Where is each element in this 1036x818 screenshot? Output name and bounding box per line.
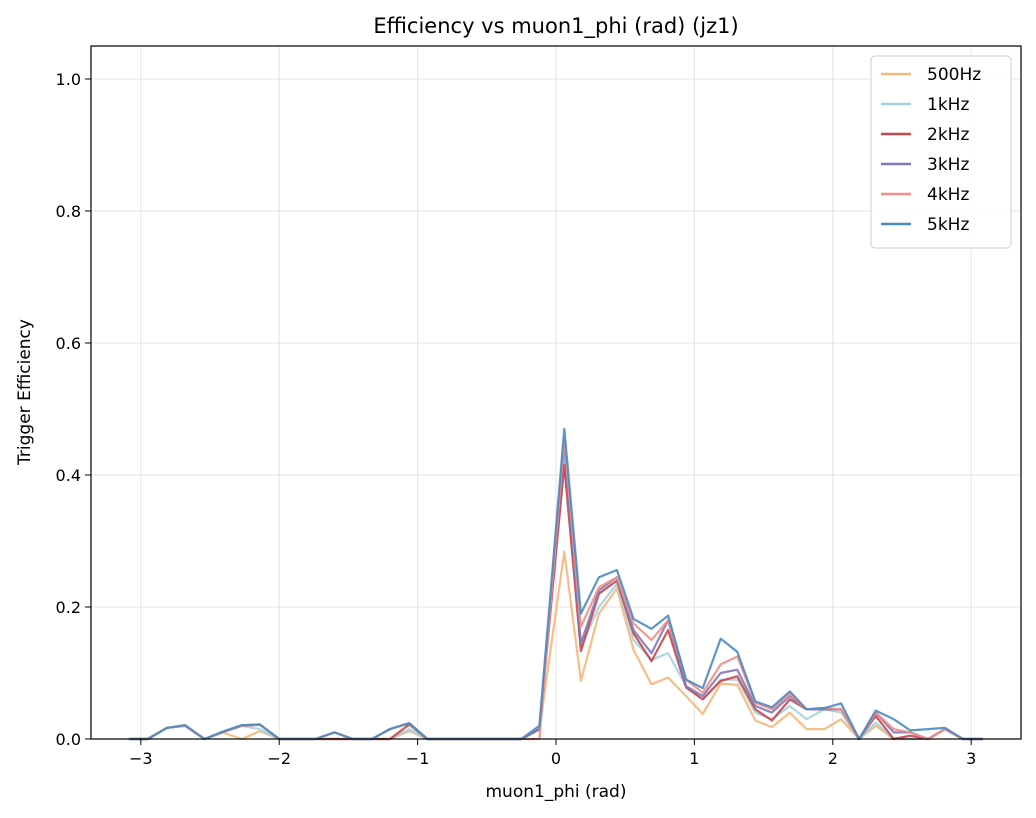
y-tick-label: 0.0 xyxy=(56,730,81,749)
series-line-5khz xyxy=(128,427,984,741)
legend-label: 4kHz xyxy=(927,185,969,205)
y-axis-label: Trigger Efficiency xyxy=(15,319,35,466)
series-layer xyxy=(128,427,984,741)
x-tick-label: 3 xyxy=(966,749,976,768)
x-tick-label: 1 xyxy=(689,749,699,768)
x-tick-label: 0 xyxy=(551,749,561,768)
legend-label: 1kHz xyxy=(927,95,969,115)
x-axis-label: muon1_phi (rad) xyxy=(486,782,627,802)
y-tick-label: 0.4 xyxy=(56,466,81,485)
legend-label: 500Hz xyxy=(927,65,981,85)
y-tick-label: 1.0 xyxy=(56,70,81,89)
x-tick-label: −3 xyxy=(129,749,153,768)
legend-label: 3kHz xyxy=(927,155,969,175)
legend-label: 2kHz xyxy=(927,125,969,145)
chart-title: Efficiency vs muon1_phi (rad) (jz1) xyxy=(373,14,738,39)
y-axis: 0.0 0.2 0.4 0.6 0.8 1.0 xyxy=(56,70,91,749)
y-tick-label: 0.2 xyxy=(56,598,81,617)
legend: 500Hz 1kHz 2kHz 3kHz 4kHz 5kHz xyxy=(870,55,1012,249)
y-tick-label: 0.6 xyxy=(56,334,81,353)
legend-label: 5kHz xyxy=(927,215,969,235)
x-tick-label: −2 xyxy=(267,749,291,768)
x-axis: −3 −2 −1 0 1 2 3 xyxy=(129,739,976,768)
x-tick-label: −1 xyxy=(406,749,430,768)
x-tick-label: 2 xyxy=(828,749,838,768)
y-tick-label: 0.8 xyxy=(56,202,81,221)
